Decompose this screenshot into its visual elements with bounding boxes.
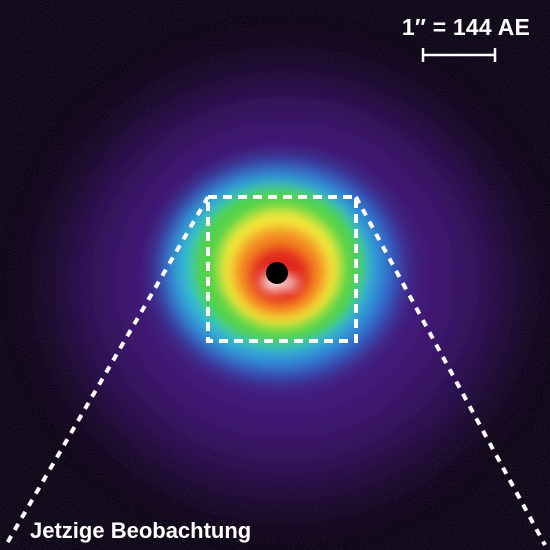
star-center (266, 262, 288, 284)
zoom-box (206, 195, 358, 343)
zoom-line-right (354, 196, 547, 546)
caption: Jetzige Beobachtung (30, 518, 252, 543)
zoom-line-left (4, 195, 210, 547)
scale-label: 1″ = 144 AE (401, 14, 530, 40)
nebula-halo (55, 70, 515, 500)
scale-bar (421, 48, 497, 62)
